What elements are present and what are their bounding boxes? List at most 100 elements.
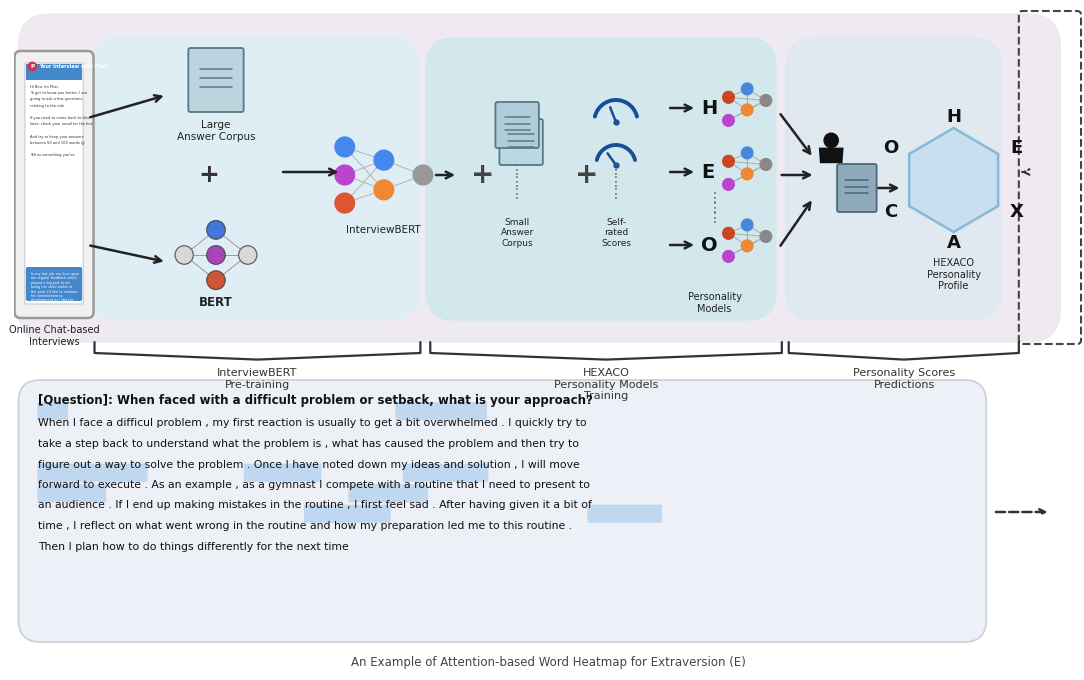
Text: figure out a way to solve the problem . Once I have noted down my ideas and solu: figure out a way to solve the problem . … (38, 460, 580, 469)
FancyBboxPatch shape (244, 464, 322, 482)
Text: ⋮: ⋮ (708, 211, 722, 225)
Circle shape (723, 91, 734, 103)
Text: being the sales rookie of: being the sales rookie of (30, 285, 73, 289)
Text: Small
Answer
Corpus: Small Answer Corpus (501, 218, 533, 248)
Text: Self-
rated
Scores: Self- rated Scores (601, 218, 631, 248)
Text: [Question]: When faced with a difficult problem or setback, what is your approac: [Question]: When faced with a difficult … (38, 394, 593, 407)
FancyBboxPatch shape (348, 484, 428, 503)
Text: O: O (883, 139, 899, 157)
Text: Tell us something you've: Tell us something you've (30, 153, 75, 157)
Circle shape (741, 219, 753, 231)
Text: Then I plan how to do things differently for the next time: Then I plan how to do things differently… (38, 541, 349, 551)
FancyBboxPatch shape (25, 63, 83, 304)
FancyBboxPatch shape (588, 505, 662, 523)
FancyBboxPatch shape (38, 484, 106, 503)
Text: ⋮: ⋮ (708, 201, 722, 215)
Circle shape (335, 137, 354, 157)
Circle shape (760, 231, 772, 242)
Text: Personality
Models: Personality Models (687, 292, 741, 313)
FancyBboxPatch shape (38, 402, 68, 420)
Text: E: E (701, 163, 714, 182)
Text: H: H (701, 99, 718, 118)
Circle shape (207, 271, 225, 290)
Text: BERT: BERT (199, 296, 233, 309)
FancyBboxPatch shape (18, 14, 1060, 342)
Text: InterviewBERT
Pre-training: InterviewBERT Pre-training (217, 368, 298, 390)
Circle shape (28, 63, 37, 71)
FancyBboxPatch shape (26, 64, 82, 80)
Circle shape (723, 250, 734, 262)
FancyBboxPatch shape (91, 38, 418, 320)
Text: +: + (470, 161, 494, 189)
Text: A: A (946, 235, 960, 252)
FancyBboxPatch shape (14, 51, 93, 318)
Text: HEXACO
Personality
Profile: HEXACO Personality Profile (927, 258, 981, 291)
Circle shape (741, 147, 753, 158)
FancyBboxPatch shape (189, 48, 244, 112)
Text: HEXACO
Personality Models
Training: HEXACO Personality Models Training (554, 368, 658, 401)
Circle shape (760, 95, 772, 106)
Text: In my last job, my boss gave: In my last job, my boss gave (30, 272, 79, 276)
FancyBboxPatch shape (500, 119, 543, 165)
FancyBboxPatch shape (396, 402, 487, 420)
Circle shape (741, 83, 753, 95)
Text: relating to the role: relating to the role (30, 103, 64, 107)
Circle shape (723, 227, 734, 239)
Circle shape (741, 104, 753, 116)
Circle shape (374, 150, 393, 170)
Text: +: + (198, 163, 219, 187)
Text: ⋮: ⋮ (609, 187, 623, 201)
Text: ⋮: ⋮ (511, 187, 524, 201)
Circle shape (335, 165, 354, 185)
Text: E: E (1010, 139, 1022, 157)
Text: P: P (30, 64, 35, 69)
Text: +: + (575, 161, 598, 189)
Text: InterviewBERT: InterviewBERT (347, 225, 422, 235)
FancyBboxPatch shape (26, 267, 82, 301)
FancyBboxPatch shape (403, 464, 488, 482)
Circle shape (741, 240, 753, 252)
Text: ⋮: ⋮ (708, 191, 722, 205)
Circle shape (207, 220, 225, 239)
Text: And try to keep your answers: And try to keep your answers (30, 135, 83, 139)
Text: forward to execute . As an example , as a gymnast I compete with a routine that : forward to execute . As an example , as … (38, 480, 590, 490)
Text: ⋮: ⋮ (609, 163, 623, 177)
Text: going to ask a few questions: going to ask a few questions (30, 97, 82, 101)
FancyBboxPatch shape (495, 102, 539, 148)
Text: To get to know you better, I am: To get to know you better, I am (30, 91, 87, 95)
Text: O: O (701, 235, 718, 254)
Text: X: X (1009, 203, 1023, 221)
Text: Your Interview with Phai: Your Interview with Phai (39, 64, 107, 69)
Text: development as I start to: development as I start to (30, 299, 74, 303)
Text: his commitment to: his commitment to (30, 294, 63, 298)
Text: ⋮: ⋮ (609, 175, 623, 189)
Text: Online Chat-based
Interviews: Online Chat-based Interviews (9, 325, 100, 347)
Circle shape (723, 179, 734, 190)
Circle shape (238, 245, 257, 265)
Circle shape (760, 158, 772, 170)
Text: Large
Answer Corpus: Large Answer Corpus (177, 120, 256, 141)
Text: C: C (885, 203, 898, 221)
Circle shape (723, 156, 734, 167)
FancyBboxPatch shape (38, 464, 147, 482)
FancyBboxPatch shape (305, 505, 390, 523)
Text: When I face a difficul problem , my first reaction is usually to get a bit overw: When I face a difficul problem , my firs… (38, 418, 586, 428)
Text: between 50 and 100 words ☺: between 50 and 100 words ☺ (30, 141, 85, 145)
Text: later, check your email for the link: later, check your email for the link (30, 122, 92, 126)
Polygon shape (818, 148, 843, 163)
Text: If you need to come back to this: If you need to come back to this (30, 116, 89, 120)
Polygon shape (909, 128, 998, 232)
Text: ⋮: ⋮ (511, 163, 524, 177)
Text: Hi Ben, Im Phai: Hi Ben, Im Phai (30, 85, 57, 89)
Circle shape (335, 193, 354, 213)
Text: take a step back to understand what the problem is , what has caused the problem: take a step back to understand what the … (38, 439, 579, 449)
Circle shape (175, 245, 193, 265)
Text: the year. I'd like to emulate: the year. I'd like to emulate (30, 290, 77, 294)
Text: time , I reflect on what went wrong in the routine and how my preparation led me: time , I reflect on what went wrong in t… (38, 521, 572, 531)
Text: Personality Scores
Predictions: Personality Scores Predictions (853, 368, 955, 390)
Text: an audience . If I end up making mistakes in the routine , I first feel sad . Af: an audience . If I end up making mistake… (38, 500, 592, 511)
FancyBboxPatch shape (786, 38, 1001, 320)
Text: me regular feedback which: me regular feedback which (30, 276, 77, 280)
FancyBboxPatch shape (837, 164, 877, 212)
Text: An Example of Attention-based Word Heatmap for Extraversion (E): An Example of Attention-based Word Heatm… (351, 656, 746, 669)
